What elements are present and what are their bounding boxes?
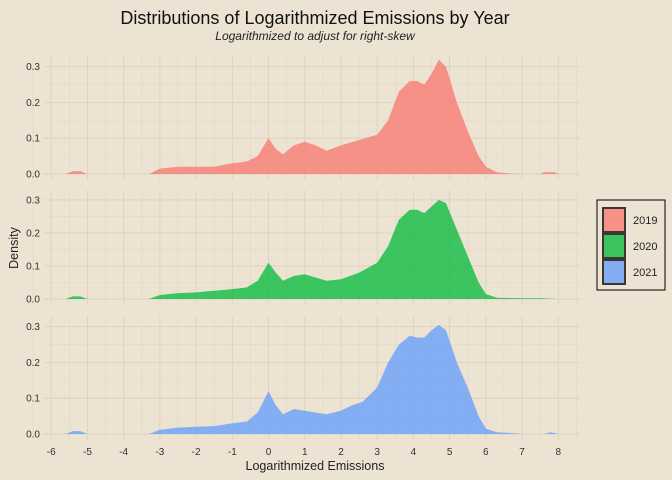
panel-2021: 0.0 0.1 0.2 0.3 [26,316,580,441]
density-area-2020 [65,199,559,299]
chart-subtitle: Logarithmized to adjust for right-skew [215,29,416,43]
x-tick-label: -2 [192,447,201,458]
legend-label-2020: 2020 [633,241,657,253]
x-tick-label: -6 [47,447,56,458]
y-tick-label: 0.3 [26,62,40,73]
x-tick-label: -5 [83,447,92,458]
y-tick-label: 0.0 [26,430,40,441]
y-axis-label: Density [7,226,21,268]
x-tick-label: 8 [555,447,561,458]
x-tick-label: -4 [119,447,128,458]
legend-label-2019: 2019 [633,215,657,227]
y-tick-label: 0.2 [26,358,40,369]
x-tick-label: -1 [228,447,237,458]
legend-key-2020 [602,233,626,259]
chart-title: Distributions of Logarithmized Emissions… [120,8,509,28]
y-tick-label: 0.1 [26,261,40,272]
x-tick-label: 0 [266,447,272,458]
x-tick-label: -3 [155,447,164,458]
x-tick-label: 7 [519,447,525,458]
density-area-2019 [65,59,559,174]
y-tick-label: 0.0 [26,295,40,306]
panel-2020: 0.0 0.1 0.2 0.3 [26,190,580,306]
y-tick-label: 0.0 [26,170,40,181]
legend: 2019 2020 2021 [596,199,666,291]
x-tick-label: 3 [374,447,380,458]
x-axis-ticks: -6 -5 -4 -3 -2 -1 0 1 2 3 4 5 6 7 8 [47,447,562,458]
legend-key-2019 [602,207,626,233]
x-tick-label: 1 [302,447,308,458]
x-tick-label: 6 [483,447,489,458]
legend-key-2021 [602,259,626,285]
density-area-2021 [65,324,559,434]
y-tick-label: 0.2 [26,98,40,109]
x-tick-label: 5 [447,447,453,458]
y-tick-label: 0.2 [26,228,40,239]
facet-panels: 0.0 0.1 0.2 0.3 0.0 0.1 0.2 0.3 0.0 0.1 0.2 0.3 [26,56,580,441]
legend-label-2021: 2021 [633,267,657,279]
y-tick-label: 0.3 [26,322,40,333]
x-axis-label: Logarithmized Emissions [246,459,385,473]
x-tick-label: 2 [338,447,344,458]
panel-2019: 0.0 0.1 0.2 0.3 [26,56,580,181]
y-tick-label: 0.3 [26,195,40,206]
y-tick-label: 0.1 [26,394,40,405]
x-tick-label: 4 [411,447,417,458]
y-tick-label: 0.1 [26,134,40,145]
